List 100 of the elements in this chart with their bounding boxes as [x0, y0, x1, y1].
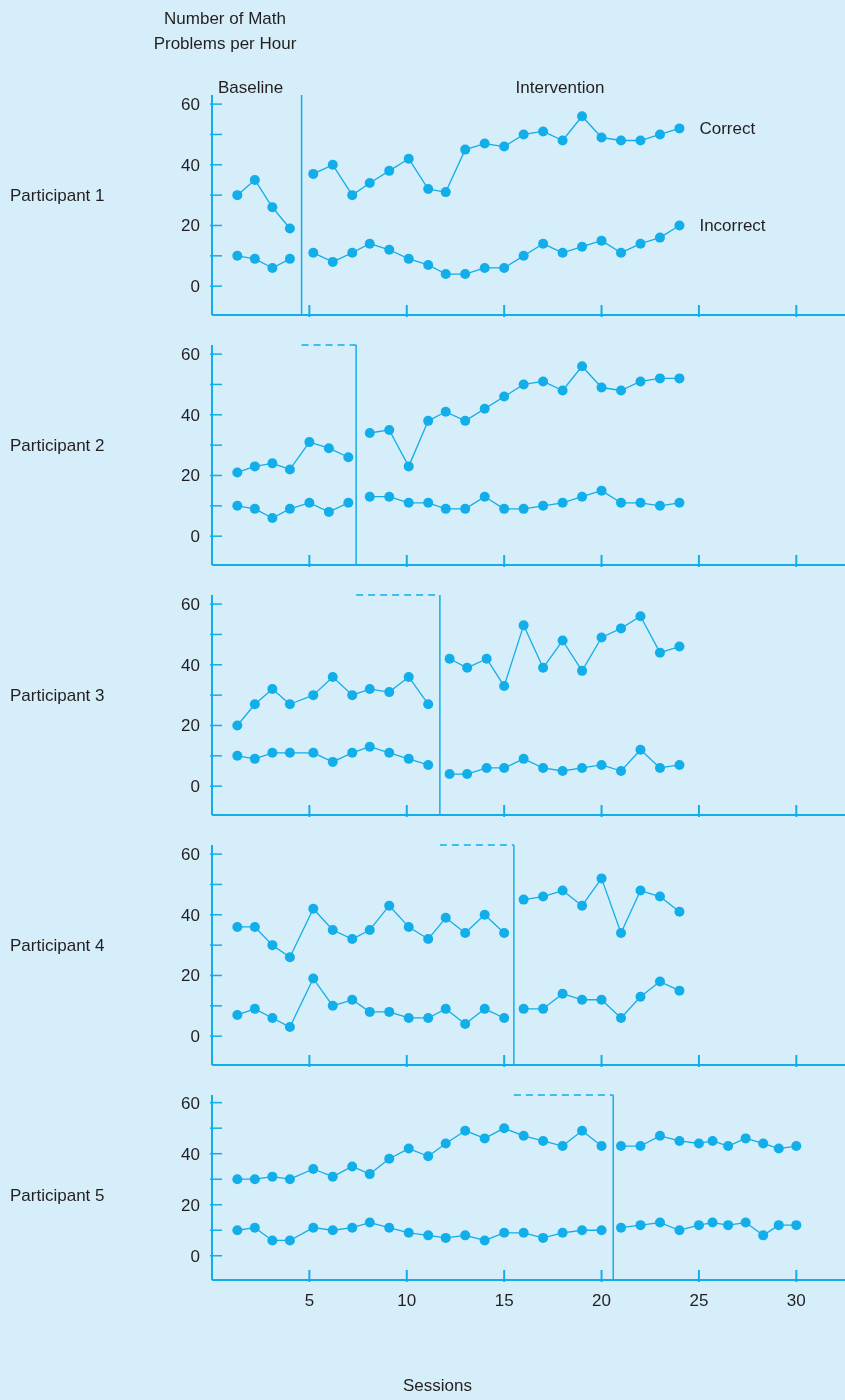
point — [232, 921, 243, 932]
point — [654, 1217, 665, 1228]
point — [557, 1141, 568, 1152]
point — [364, 1217, 375, 1228]
point — [284, 223, 295, 234]
point — [384, 900, 395, 911]
point — [347, 190, 358, 201]
point — [384, 1153, 395, 1164]
point — [232, 720, 243, 731]
point — [384, 687, 395, 698]
point — [347, 1161, 358, 1172]
point — [499, 503, 510, 514]
point — [347, 690, 358, 701]
point — [538, 376, 549, 387]
point — [444, 769, 455, 780]
point — [479, 403, 490, 414]
point — [538, 238, 549, 249]
point — [364, 1006, 375, 1017]
point — [444, 653, 455, 664]
point — [232, 250, 243, 261]
point — [654, 232, 665, 243]
y-tick-label: 20 — [181, 966, 200, 986]
point — [364, 924, 375, 935]
point — [232, 467, 243, 478]
point — [232, 1174, 243, 1185]
point — [267, 512, 278, 523]
y-tick-label: 60 — [181, 95, 200, 115]
point — [499, 391, 510, 402]
y-tick-label: 20 — [181, 216, 200, 236]
point — [596, 132, 607, 143]
point — [423, 1012, 434, 1023]
point — [308, 903, 319, 914]
point — [674, 906, 685, 917]
point — [284, 952, 295, 963]
point — [635, 1220, 646, 1231]
point — [384, 244, 395, 255]
point — [518, 620, 529, 631]
point — [403, 671, 414, 682]
point — [499, 262, 510, 273]
series-label: Correct — [699, 119, 756, 139]
point — [403, 461, 414, 472]
point — [403, 497, 414, 508]
point — [518, 753, 529, 764]
point — [538, 762, 549, 773]
point — [557, 135, 568, 146]
point — [384, 491, 395, 502]
point — [364, 684, 375, 695]
point — [758, 1230, 769, 1241]
point — [518, 1227, 529, 1238]
text: Participant 4 — [10, 935, 105, 956]
point — [440, 187, 451, 198]
point — [616, 1141, 627, 1152]
point — [616, 497, 627, 508]
point — [596, 1141, 607, 1152]
point — [232, 500, 243, 511]
point — [384, 165, 395, 176]
point — [773, 1143, 784, 1154]
point — [267, 1235, 278, 1246]
point — [403, 253, 414, 264]
point — [267, 202, 278, 213]
point — [343, 452, 354, 463]
y-tick-label: 40 — [181, 1144, 200, 1164]
series-label: Incorrect — [699, 216, 766, 236]
point — [384, 1006, 395, 1017]
point — [347, 934, 358, 945]
point — [654, 1130, 665, 1141]
x-axis-title: Sessions — [402, 1376, 473, 1396]
point — [327, 671, 338, 682]
point — [423, 759, 434, 770]
point — [674, 1225, 685, 1236]
point — [596, 235, 607, 246]
point — [423, 699, 434, 710]
point — [440, 912, 451, 923]
point — [308, 1222, 319, 1233]
point — [423, 1151, 434, 1162]
point — [423, 259, 434, 270]
point — [308, 973, 319, 984]
point — [577, 241, 588, 252]
point — [499, 1227, 510, 1238]
point — [249, 1222, 260, 1233]
point — [232, 750, 243, 761]
point — [577, 762, 588, 773]
point — [707, 1135, 718, 1146]
point — [423, 1230, 434, 1241]
point — [693, 1138, 704, 1149]
point — [460, 415, 471, 426]
point — [364, 178, 375, 188]
point — [479, 138, 490, 149]
point — [635, 1141, 646, 1152]
point — [249, 699, 260, 710]
y-tick-label: 40 — [181, 905, 200, 925]
point — [249, 174, 260, 185]
point — [499, 1012, 510, 1023]
point — [440, 503, 451, 514]
point — [327, 1225, 338, 1236]
point — [654, 647, 665, 658]
point — [538, 891, 549, 902]
point — [596, 382, 607, 393]
point — [479, 909, 490, 920]
point — [249, 1174, 260, 1185]
